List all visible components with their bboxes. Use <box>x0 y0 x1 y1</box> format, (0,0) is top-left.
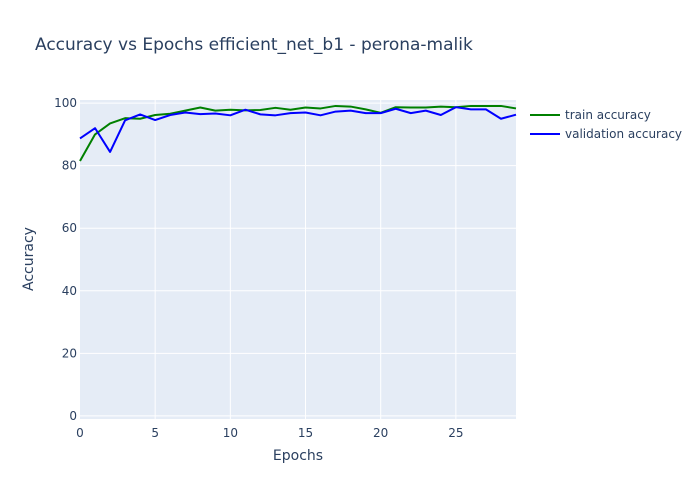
chart-title: Accuracy vs Epochs efficient_net_b1 - pe… <box>35 35 473 55</box>
y-tick-label: 0 <box>69 409 77 423</box>
x-tick-label: 5 <box>151 426 159 440</box>
legend: train accuracy validation accuracy <box>530 108 682 141</box>
x-tick-label: 20 <box>373 426 388 440</box>
y-tick-label: 100 <box>54 96 77 110</box>
y-axis-title: Accuracy <box>21 227 37 291</box>
x-axis-ticks: 0 5 10 15 20 25 <box>76 426 463 440</box>
legend-item[interactable]: train accuracy <box>530 108 651 122</box>
y-tick-label: 80 <box>62 159 77 173</box>
y-tick-label: 20 <box>62 346 77 360</box>
legend-label: validation accuracy <box>565 127 682 141</box>
series-layer <box>79 104 517 162</box>
validation-accuracy-line <box>79 106 517 153</box>
legend-label: train accuracy <box>565 108 651 122</box>
x-tick-label: 25 <box>448 426 463 440</box>
x-tick-label: 10 <box>223 426 238 440</box>
legend-item[interactable]: validation accuracy <box>530 127 682 141</box>
grid-lines <box>80 100 516 419</box>
train-accuracy-line <box>79 104 517 162</box>
y-tick-label: 40 <box>62 284 77 298</box>
y-tick-label: 60 <box>62 221 77 235</box>
x-axis-title: Epochs <box>273 448 323 464</box>
x-tick-label: 0 <box>76 426 84 440</box>
y-axis-ticks: 0 20 40 60 80 100 <box>54 96 77 423</box>
x-tick-label: 15 <box>298 426 313 440</box>
plot-area <box>80 100 516 419</box>
